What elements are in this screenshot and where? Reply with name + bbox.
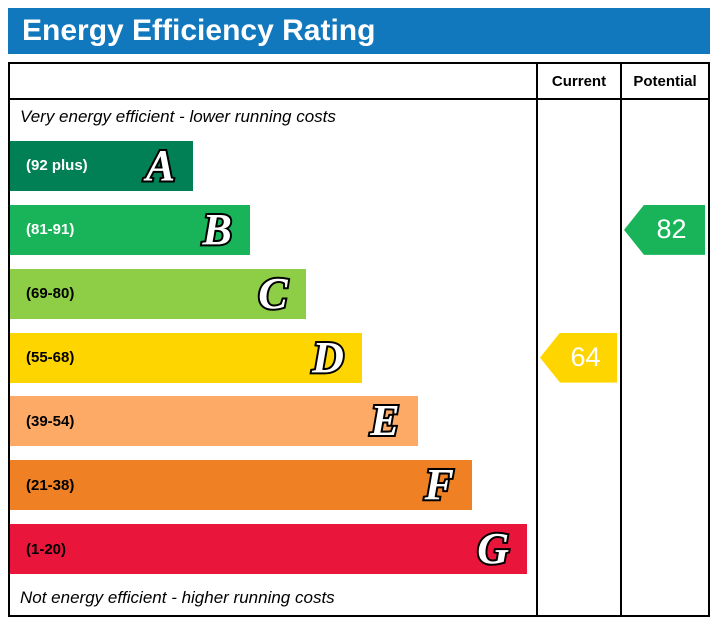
- energy-efficiency-chart: Very energy efficient - lower running co…: [8, 62, 710, 617]
- potential-rating-arrow: 82: [624, 204, 705, 255]
- band-bar-c: (69-80) C: [10, 268, 306, 319]
- band-range-label: (81-91): [26, 221, 75, 239]
- potential-arrow-area: 82: [622, 100, 708, 615]
- band-row-g: (1-20) G: [10, 517, 536, 581]
- header-spacer: [10, 64, 536, 100]
- band-bar-d: (55-68) D: [10, 332, 362, 383]
- bands-list: (92 plus) A (81-91) B (69-80) C (55-68): [10, 134, 536, 581]
- band-letter: C: [256, 268, 289, 318]
- band-range-label: (55-68): [26, 349, 75, 366]
- band-bar-f: (21-38) F: [10, 460, 472, 511]
- current-column: Current 64: [536, 64, 620, 615]
- band-bar-g: (1-20) G: [10, 524, 528, 575]
- bottom-caption: Not energy efficient - higher running co…: [20, 588, 335, 607]
- page-title: Energy Efficiency Rating: [22, 14, 376, 47]
- band-range-label: (39-54): [26, 412, 75, 430]
- band-letter: E: [368, 396, 401, 446]
- potential-column: Potential 82: [620, 64, 708, 615]
- band-letter: G: [475, 524, 511, 574]
- top-caption: Very energy efficient - lower running co…: [20, 107, 336, 126]
- band-row-b: (81-91) B: [10, 198, 536, 262]
- bands-column: Very energy efficient - lower running co…: [10, 64, 536, 615]
- current-rating-arrow: 64: [540, 332, 617, 383]
- potential-column-header: Potential: [622, 64, 708, 100]
- band-bar-e: (39-54) E: [10, 396, 418, 447]
- band-letter: B: [200, 204, 233, 254]
- current-rating-value: 64: [570, 342, 601, 373]
- title-bar: Energy Efficiency Rating: [8, 8, 710, 54]
- band-row-c: (69-80) C: [10, 262, 536, 326]
- band-bar-a: (92 plus) A: [10, 140, 194, 191]
- potential-rating-value: 82: [656, 214, 687, 245]
- band-row-e: (39-54) E: [10, 389, 536, 453]
- current-column-header: Current: [538, 64, 620, 100]
- band-range-label: (69-80): [26, 285, 75, 303]
- band-row-a: (92 plus) A: [10, 134, 536, 198]
- band-row-f: (21-38) F: [10, 453, 536, 517]
- band-letter: F: [422, 460, 455, 510]
- band-range-label: (92 plus): [26, 157, 88, 175]
- band-row-d: (55-68) D: [10, 326, 536, 390]
- band-letter: D: [310, 332, 346, 382]
- band-letter: A: [144, 140, 177, 190]
- band-bar-b: (81-91) B: [10, 204, 250, 255]
- current-arrow-area: 64: [538, 100, 620, 615]
- band-range-label: (1-20): [26, 540, 67, 558]
- band-range-label: (21-38): [26, 476, 75, 494]
